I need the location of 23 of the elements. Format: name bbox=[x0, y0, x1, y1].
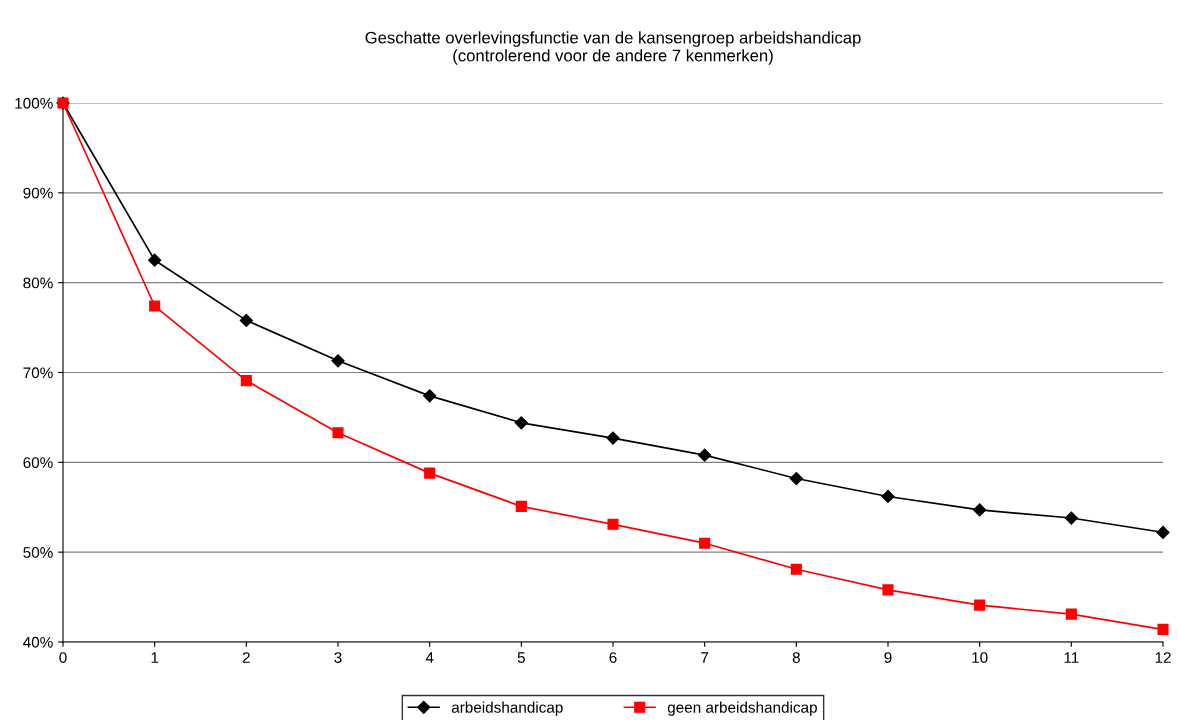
x-tick-label: 2 bbox=[242, 652, 250, 663]
x-tick-label: 10 bbox=[972, 652, 988, 663]
x-tick-label: 0 bbox=[59, 652, 67, 663]
legend-label: arbeidshandicap bbox=[451, 701, 563, 716]
y-tick-label: 100% bbox=[15, 97, 53, 109]
y-tick-label: 60% bbox=[23, 457, 53, 469]
y-tick-label: 70% bbox=[23, 367, 53, 379]
y-tick-label: 80% bbox=[23, 277, 53, 289]
x-tick-label: 12 bbox=[1155, 652, 1171, 663]
x-tick-label: 8 bbox=[792, 652, 800, 663]
x-tick-label: 6 bbox=[609, 652, 617, 663]
y-tick-label: 50% bbox=[23, 547, 53, 558]
x-tick-label: 11 bbox=[1064, 652, 1079, 663]
x-tick-label: 5 bbox=[517, 652, 525, 663]
x-tick-label: 1 bbox=[151, 652, 159, 663]
chart-title: Geschatte overlevingsfunctie van de kansengroep arbeidshandicap (controlerend voor de andere 7 kenmerken) bbox=[365, 31, 861, 65]
x-tick-label: 9 bbox=[884, 652, 892, 663]
x-tick-label: 3 bbox=[334, 652, 342, 663]
y-tick-label: 90% bbox=[23, 187, 53, 199]
x-tick-label: 4 bbox=[425, 652, 434, 663]
x-tick-label: 7 bbox=[701, 652, 709, 663]
y-tick-label: 40% bbox=[23, 636, 53, 648]
legend-label: geen arbeidshandicap bbox=[667, 701, 817, 716]
